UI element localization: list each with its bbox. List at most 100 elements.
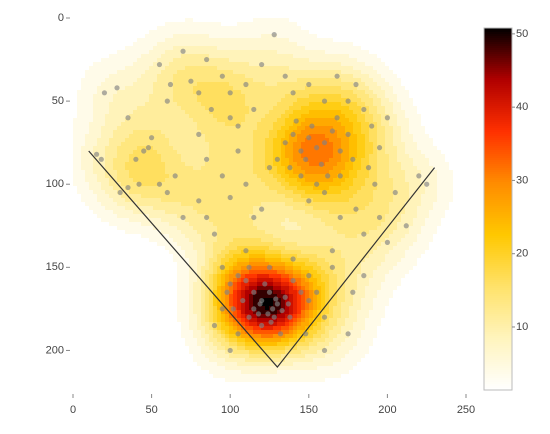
- density-cell: [337, 138, 342, 143]
- density-cell: [85, 110, 90, 115]
- density-cell: [365, 94, 370, 99]
- density-cell: [245, 150, 250, 155]
- density-cell: [333, 154, 338, 159]
- density-cell: [169, 242, 174, 247]
- density-cell: [221, 222, 226, 227]
- density-cell: [141, 138, 146, 143]
- density-cell: [357, 54, 362, 59]
- density-cell: [293, 58, 298, 63]
- density-cell: [169, 66, 174, 71]
- density-cell: [217, 158, 222, 163]
- density-cell: [357, 42, 362, 47]
- density-cell: [405, 246, 410, 251]
- density-cell: [305, 150, 310, 155]
- density-cell: [421, 170, 426, 175]
- density-cell: [181, 230, 186, 235]
- density-cell: [353, 46, 358, 51]
- density-cell: [433, 162, 438, 167]
- density-cell: [125, 74, 130, 79]
- density-cell: [345, 234, 350, 239]
- density-cell: [189, 238, 194, 243]
- density-cell: [389, 186, 394, 191]
- density-cell: [253, 90, 258, 95]
- density-cell: [97, 66, 102, 71]
- density-cell: [293, 82, 298, 87]
- density-cell: [185, 198, 190, 203]
- density-cell: [265, 146, 270, 151]
- density-cell: [101, 178, 106, 183]
- density-cell: [265, 122, 270, 127]
- density-cell: [301, 90, 306, 95]
- density-cell: [133, 230, 138, 235]
- density-cell: [117, 122, 122, 127]
- density-cell: [421, 126, 426, 131]
- density-cell: [241, 202, 246, 207]
- density-cell: [185, 150, 190, 155]
- density-cell: [413, 146, 418, 151]
- density-cell: [129, 230, 134, 235]
- density-cell: [269, 194, 274, 199]
- density-cell: [221, 186, 226, 191]
- density-cell: [397, 194, 402, 199]
- density-cell: [89, 66, 94, 71]
- density-cell: [313, 50, 318, 55]
- density-cell: [161, 110, 166, 115]
- density-cell: [293, 98, 298, 103]
- density-cell: [241, 142, 246, 147]
- density-cell: [293, 154, 298, 159]
- density-cell: [213, 258, 218, 263]
- density-cell: [445, 150, 450, 155]
- density-cell: [297, 18, 302, 23]
- density-cell: [193, 30, 198, 35]
- density-cell: [149, 122, 154, 127]
- density-cell: [205, 90, 210, 95]
- density-cell: [253, 134, 258, 139]
- density-cell: [237, 234, 242, 239]
- density-cell: [377, 130, 382, 135]
- density-cell: [357, 146, 362, 151]
- density-cell: [425, 226, 430, 231]
- density-cell: [393, 238, 398, 243]
- density-cell: [205, 242, 210, 247]
- density-cell: [289, 198, 294, 203]
- density-cell: [201, 150, 206, 155]
- density-cell: [221, 206, 226, 211]
- density-cell: [365, 82, 370, 87]
- density-cell: [281, 242, 286, 247]
- density-cell: [417, 130, 422, 135]
- density-cell: [413, 214, 418, 219]
- density-cell: [181, 94, 186, 99]
- density-cell: [321, 226, 326, 231]
- density-cell: [297, 74, 302, 79]
- density-cell: [305, 154, 310, 159]
- density-cell: [269, 226, 274, 231]
- density-cell: [109, 102, 114, 107]
- density-cell: [209, 222, 214, 227]
- density-cell: [313, 58, 318, 63]
- density-cell: [81, 142, 86, 147]
- density-cell: [153, 78, 158, 83]
- density-cell: [129, 162, 134, 167]
- density-cell: [285, 42, 290, 47]
- density-cell: [157, 142, 162, 147]
- density-cell: [237, 230, 242, 235]
- density-cell: [309, 190, 314, 195]
- density-cell: [361, 146, 366, 151]
- density-cell: [257, 202, 262, 207]
- density-cell: [145, 170, 150, 175]
- density-cell: [349, 82, 354, 87]
- density-cell: [133, 218, 138, 223]
- density-cell: [257, 230, 262, 235]
- density-cell: [421, 226, 426, 231]
- density-cell: [357, 106, 362, 111]
- density-cell: [305, 86, 310, 91]
- density-cell: [301, 118, 306, 123]
- density-cell: [413, 170, 418, 175]
- density-cell: [277, 230, 282, 235]
- density-cell: [157, 222, 162, 227]
- density-cell: [173, 238, 178, 243]
- density-cell: [193, 42, 198, 47]
- density-cell: [349, 130, 354, 135]
- density-cell: [193, 126, 198, 131]
- density-cell: [149, 30, 154, 35]
